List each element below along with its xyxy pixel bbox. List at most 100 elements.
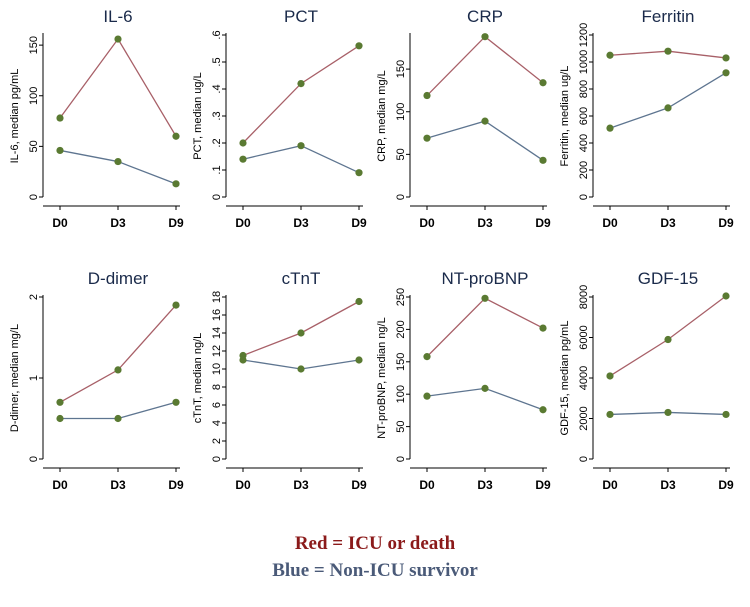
nt-probnp-ylabel: NT-proBNP, median ng/L (376, 317, 388, 438)
il-6-series-red-line (59, 37, 177, 137)
d-dimer-ytick-label-1: 1 (28, 375, 40, 381)
nt-probnp-series-red-line (426, 297, 544, 358)
d-dimer-xlabel-d0: D0 (52, 478, 68, 492)
ctnt-ytick-label-6: 12 (211, 345, 223, 357)
gdf-15-ytick-label-2: 4000 (578, 366, 590, 390)
ferritin-series-red-point-0 (606, 51, 614, 59)
d-dimer-ytick-label-2: 2 (28, 294, 40, 300)
gdf-15-ytick-label-1: 2000 (578, 406, 590, 430)
ferritin-series-blue-line (609, 72, 727, 129)
gdf-15-series-blue-point-0 (606, 410, 614, 419)
crp-series-blue-point-0 (423, 134, 431, 142)
d-dimer-title: D-dimer (88, 269, 149, 288)
gdf-15-series-blue-point-1 (664, 408, 672, 417)
pct-ytick-label-2: .2 (211, 138, 223, 147)
pct-xlabel-d0: D0 (235, 216, 251, 230)
nt-probnp-ytick-label-1: 50 (395, 420, 407, 432)
d-dimer-series-red-point-0 (56, 398, 64, 406)
pct-xlabel-d9: D9 (351, 216, 367, 230)
ctnt-title: cTnT (282, 269, 321, 288)
pct-ytick-label-6: .6 (211, 30, 223, 39)
ferritin-series-red-point-1 (664, 47, 672, 55)
pct-series-blue-point-0 (239, 155, 247, 163)
pct-series-red-point-2 (355, 42, 363, 50)
nt-probnp-series-red-point-2 (539, 324, 547, 332)
ctnt-series-red-point-2 (355, 297, 363, 306)
ctnt-ylabel: cTnT, median ng/L (192, 333, 204, 424)
il-6-ylabel: IL-6, median pg/mL (9, 69, 21, 164)
ctnt-xlabel-d9: D9 (351, 478, 367, 492)
pct-series-red-point-0 (239, 139, 247, 147)
legend-blue: Blue = Non-ICU survivor (272, 560, 478, 581)
ctnt-xlabel-d0: D0 (235, 478, 251, 492)
nt-probnp-series-red-point-1 (481, 294, 489, 302)
ctnt-series-red-point-1 (297, 329, 305, 337)
il-6-xlabel-d9: D9 (168, 216, 184, 230)
pct-ytick-label-3: .3 (211, 111, 223, 120)
nt-probnp-ytick-label-0: 0 (395, 456, 407, 462)
crp-xlabel-d3: D3 (477, 216, 493, 230)
ferritin-series-red-point-2 (722, 54, 730, 62)
ferritin-xlabel-d0: D0 (602, 216, 618, 230)
gdf-15-ylabel: GDF-15, median pg/mL (559, 321, 571, 436)
ferritin-series-blue-point-0 (606, 124, 614, 132)
pct-ytick-label-4: .4 (211, 84, 223, 93)
nt-probnp-ytick-label-3: 150 (395, 353, 407, 371)
ferritin-ylabel: Ferritin, median ug/L (559, 66, 571, 167)
nt-probnp-ytick-label-2: 100 (395, 385, 407, 403)
ctnt-ytick-label-2: 4 (211, 420, 223, 426)
gdf-15-ytick-label-3: 6000 (578, 325, 590, 349)
d-dimer-ytick-label-0: 0 (28, 456, 40, 462)
nt-probnp-xlabel-d0: D0 (419, 478, 435, 492)
crp-series-blue-line (426, 120, 544, 161)
gdf-15-series-red-point-2 (722, 292, 730, 300)
il-6-series-blue-point-1 (114, 157, 122, 166)
crp-series-red-point-2 (539, 79, 547, 87)
il-6-ytick-label-1: 50 (28, 140, 40, 152)
crp-ytick-label-2: 100 (395, 103, 407, 121)
crp-xlabel-d9: D9 (535, 216, 551, 230)
ferritin-title: Ferritin (642, 7, 695, 26)
ctnt-ytick-label-7: 14 (211, 327, 223, 339)
nt-probnp-ytick-label-4: 200 (395, 320, 407, 338)
ferritin-xlabel-d9: D9 (718, 216, 734, 230)
ctnt-ytick-label-9: 18 (211, 291, 223, 303)
ctnt-series-blue-point-0 (239, 356, 247, 364)
crp-title: CRP (467, 7, 503, 26)
pct-ytick-label-5: .5 (211, 57, 223, 66)
gdf-15-series-red-point-1 (664, 335, 672, 344)
ctnt-ytick-label-5: 10 (211, 363, 223, 375)
nt-probnp-series-blue-point-0 (423, 392, 431, 400)
gdf-15-xlabel-d3: D3 (660, 478, 676, 492)
legend-red: Red = ICU or death (294, 533, 456, 554)
ctnt-xlabel-d3: D3 (293, 478, 309, 492)
ferritin-ytick-label-4: 800 (578, 80, 590, 98)
nt-probnp-series-blue-point-1 (481, 384, 489, 392)
ctnt-series-blue-point-2 (355, 356, 363, 364)
ferritin-ytick-label-0: 0 (578, 194, 590, 200)
crp-series-blue-point-1 (481, 117, 489, 125)
ctnt-ytick-label-3: 6 (211, 402, 223, 408)
ferritin-ytick-label-5: 1000 (578, 50, 590, 74)
pct-ytick-label-0: 0 (211, 194, 223, 200)
nt-probnp-series-red-point-0 (423, 353, 431, 361)
crp-series-red-point-1 (481, 33, 489, 41)
crp-ytick-label-3: 150 (395, 60, 407, 78)
d-dimer-series-red-line (59, 304, 177, 403)
ferritin-xlabel-d3: D3 (660, 216, 676, 230)
crp-series-red-point-0 (423, 91, 431, 100)
ctnt-ytick-label-8: 16 (211, 309, 223, 321)
il-6-ytick-label-2: 100 (28, 87, 40, 105)
gdf-15-ytick-label-0: 0 (578, 456, 590, 462)
pct-series-blue-point-2 (355, 169, 363, 177)
d-dimer-series-red-point-2 (172, 301, 180, 309)
gdf-15-ytick-label-4: 8000 (578, 285, 590, 309)
ctnt-series-blue-point-1 (297, 365, 305, 373)
gdf-15-xlabel-d0: D0 (602, 478, 618, 492)
il-6-series-red-point-1 (114, 35, 122, 43)
pct-series-blue-point-1 (297, 142, 305, 150)
crp-series-blue-point-2 (539, 156, 547, 164)
il-6-series-blue-point-2 (172, 180, 180, 188)
pct-series-blue-line (242, 145, 360, 174)
